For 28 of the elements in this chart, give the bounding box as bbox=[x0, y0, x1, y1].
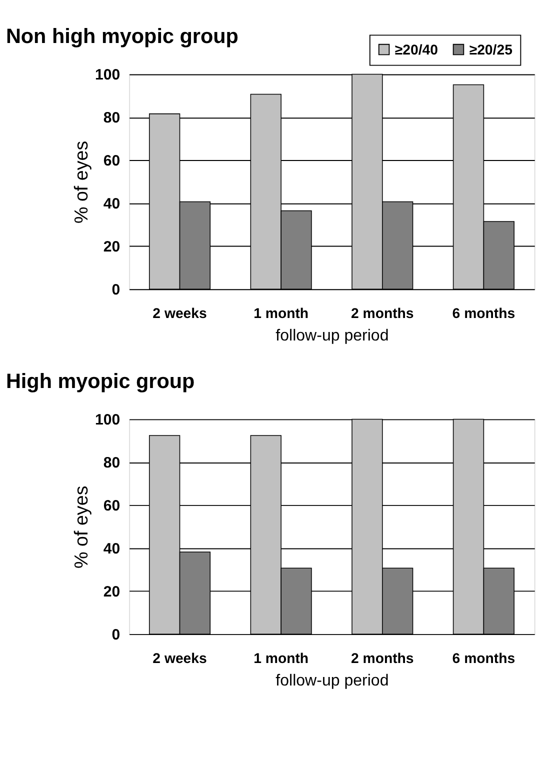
y-axis-title: % of eyes bbox=[70, 486, 92, 568]
legend-label: ≥20/25 bbox=[469, 41, 513, 58]
chart-title: High myopic group bbox=[6, 370, 195, 394]
x-axis-title: follow-up period bbox=[276, 671, 389, 690]
x-tick-label: 1 month bbox=[254, 650, 309, 666]
y-tick-label: 100 bbox=[95, 411, 120, 428]
x-tick-label: 6 months bbox=[452, 304, 516, 321]
chart-title: Non high myopic group bbox=[6, 25, 238, 48]
x-tick-label: 2 months bbox=[350, 650, 414, 666]
y-tick-label: 0 bbox=[112, 281, 120, 298]
y-tick-label: 0 bbox=[112, 626, 120, 644]
y-tick-label: 40 bbox=[103, 195, 120, 212]
y-tick-label: 60 bbox=[103, 152, 120, 170]
x-tick-label: 6 months bbox=[452, 650, 516, 666]
y-tick-label: 20 bbox=[103, 583, 120, 600]
y-axis-title: % of eyes bbox=[70, 140, 92, 224]
y-tick-label: 20 bbox=[103, 238, 120, 256]
y-tick-label: 100 bbox=[95, 66, 120, 84]
y-tick-label: 60 bbox=[103, 497, 120, 514]
legend-label: ≥20/40 bbox=[394, 41, 438, 58]
x-tick-label: 2 months bbox=[350, 304, 414, 321]
x-axis-title: follow-up period bbox=[276, 326, 389, 345]
x-tick-label: 2 weeks bbox=[152, 650, 207, 666]
y-tick-label: 80 bbox=[103, 454, 120, 472]
x-tick-label: 2 weeks bbox=[152, 304, 207, 321]
x-tick-label: 1 month bbox=[254, 304, 309, 321]
y-tick-label: 80 bbox=[103, 109, 120, 126]
y-tick-label: 40 bbox=[103, 540, 120, 558]
